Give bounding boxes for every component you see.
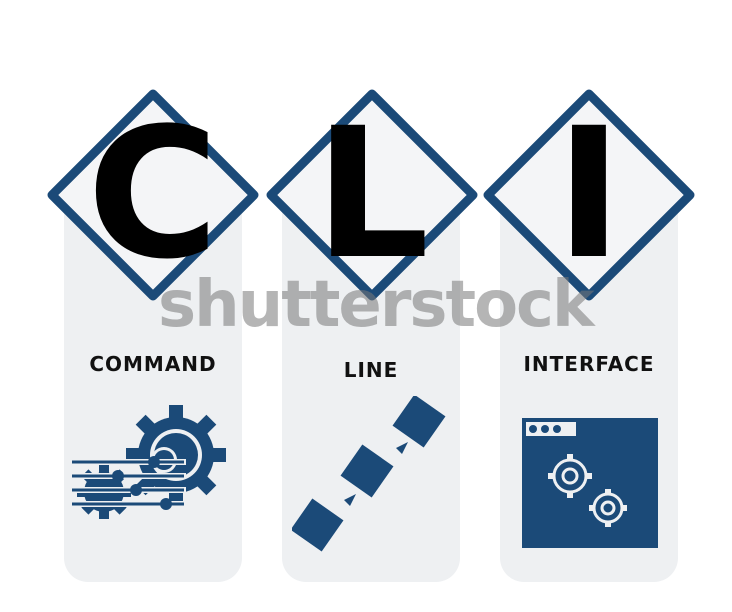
caption-command: COMMAND	[89, 352, 217, 376]
caption-line: LINE	[343, 358, 399, 382]
letter-i: I	[555, 90, 623, 299]
diamond-l	[266, 89, 478, 301]
letter-l: L	[314, 90, 430, 299]
pipeline-steps-icon	[290, 394, 452, 556]
caption-interface: INTERFACE	[523, 352, 655, 376]
watermark: shutterstock	[158, 268, 595, 342]
diamond-i	[483, 89, 695, 301]
window-with-gears-icon	[520, 416, 660, 550]
diamond-c	[47, 89, 259, 301]
letter-c: C	[86, 90, 220, 299]
gears-with-controls-icon	[66, 400, 240, 530]
